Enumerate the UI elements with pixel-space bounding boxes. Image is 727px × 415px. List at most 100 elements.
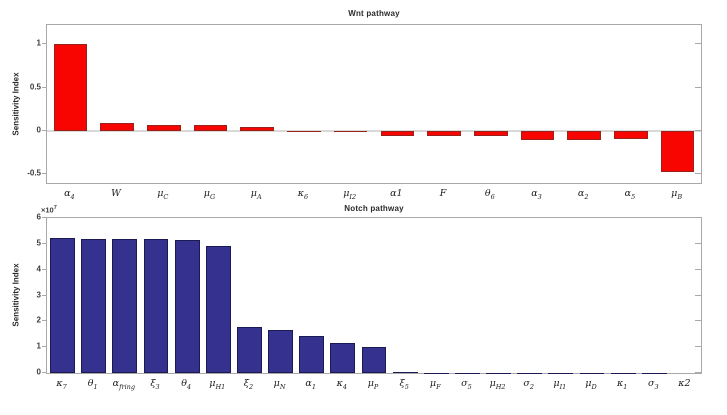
- x-tick-base: κ2: [678, 378, 691, 389]
- x-tick-label: αfring: [113, 378, 135, 391]
- x-tick-sub: 7: [62, 382, 67, 391]
- x-tick-base: α: [531, 188, 538, 199]
- x-tick-label: μC: [157, 188, 168, 201]
- tick-mark: [42, 217, 46, 218]
- x-tick-base: κ: [56, 378, 63, 389]
- tick-mark: [695, 346, 701, 348]
- bar: [473, 130, 508, 137]
- x-tick-label: μH1: [209, 378, 225, 391]
- bar: [380, 130, 415, 137]
- x-tick-sub: 6: [303, 192, 309, 201]
- x-tick-label: α2: [578, 188, 589, 201]
- bar: [299, 336, 325, 373]
- x-tick-base: μ: [429, 378, 437, 389]
- zero-baseline: [47, 129, 701, 132]
- y-tick-label: 2: [36, 315, 41, 325]
- x-tick-sub: G: [209, 192, 216, 201]
- tick-mark: [42, 173, 46, 175]
- x-tick-base: θ: [484, 188, 491, 199]
- x-tick-sub: 2: [248, 382, 254, 391]
- x-tick-base: μ: [209, 378, 216, 389]
- exponent-label: ×107: [41, 205, 57, 215]
- bar: [100, 123, 134, 131]
- x-tick-base: μ: [343, 188, 350, 199]
- bar: [236, 326, 262, 373]
- x-tick-sub: 1: [311, 382, 316, 391]
- x-tick-label: α4: [64, 188, 75, 201]
- x-tick-label: κ2: [678, 378, 690, 389]
- x-tick-sub: P: [373, 382, 379, 391]
- bar: [50, 238, 76, 373]
- tick-mark: [42, 242, 46, 244]
- bar: [81, 239, 107, 373]
- x-tick-label: F: [440, 188, 447, 199]
- x-tick-base: μ: [671, 188, 678, 199]
- x-tick-sub: 3: [155, 382, 160, 391]
- x-tick-sub: 2: [529, 382, 535, 391]
- tick-mark: [695, 294, 701, 296]
- y-tick-label: 5: [36, 238, 41, 248]
- x-tick-base: μ: [250, 188, 257, 199]
- bar: [268, 330, 294, 373]
- x-tick-label: μH2: [490, 378, 506, 391]
- x-tick-base: ξ: [150, 378, 156, 389]
- y-tick-label: 0: [36, 367, 41, 377]
- bar: [392, 372, 418, 374]
- x-tick-sub: fring: [119, 382, 136, 391]
- tick-mark: [695, 320, 701, 322]
- x-tick-label: μN: [274, 378, 286, 391]
- tick-mark: [695, 43, 701, 45]
- x-tick-sub: N: [279, 382, 286, 391]
- x-tick-label: σ3: [648, 378, 659, 391]
- bar: [146, 125, 181, 131]
- x-tick-base: F: [439, 188, 447, 199]
- x-tick-base: α: [577, 188, 585, 199]
- y-tick-label: 1: [36, 38, 41, 48]
- tick-mark: [42, 129, 46, 131]
- x-tick-base: σ: [523, 378, 530, 389]
- exponent-power: 7: [53, 205, 57, 211]
- tick-mark: [695, 217, 701, 218]
- x-tick-label: α1: [305, 378, 316, 391]
- x-tick-base: θ: [181, 378, 187, 389]
- x-tick-label: W: [111, 188, 121, 199]
- x-tick-sub: A: [256, 192, 262, 201]
- x-tick-base: θ: [87, 378, 94, 389]
- x-tick-sub: 1: [93, 382, 98, 391]
- x-tick-label: θ6: [485, 188, 495, 201]
- bar: [53, 44, 88, 131]
- x-tick-base: σ: [647, 378, 655, 389]
- x-tick-base: μ: [203, 188, 210, 199]
- bar: [330, 343, 356, 373]
- x-tick-sub: 5: [631, 192, 636, 201]
- tick-mark: [695, 129, 701, 131]
- x-tick-sub: F: [436, 382, 441, 391]
- x-tick-base: α: [305, 378, 312, 389]
- bar: [174, 240, 200, 373]
- tick-mark: [695, 86, 701, 88]
- y-tick-label: 4: [36, 264, 41, 274]
- x-tick-base: μ: [585, 378, 592, 389]
- bar: [205, 246, 231, 373]
- bar: [520, 130, 555, 141]
- y-tick-label: 0.5: [29, 82, 41, 91]
- tick-mark: [695, 372, 701, 373]
- x-tick-base: α1: [390, 188, 403, 199]
- x-tick-base: κ: [297, 188, 304, 199]
- tick-mark: [42, 86, 46, 88]
- x-tick-base: α: [112, 378, 120, 389]
- x-tick-base: μ: [367, 378, 374, 389]
- y-tick-label: 6: [36, 212, 41, 222]
- tick-mark: [42, 320, 46, 322]
- chart-title-notch: Notch pathway: [344, 204, 404, 213]
- bar: [333, 130, 368, 132]
- tick-mark: [42, 43, 46, 45]
- x-tick-base: κ: [616, 378, 624, 389]
- x-tick-sub: 4: [70, 192, 75, 201]
- bar: [112, 239, 138, 373]
- x-tick-label: μD: [585, 378, 596, 391]
- x-tick-sub: H2: [495, 382, 506, 391]
- x-tick-sub: D: [591, 382, 597, 391]
- x-tick-label: κ7: [56, 378, 66, 391]
